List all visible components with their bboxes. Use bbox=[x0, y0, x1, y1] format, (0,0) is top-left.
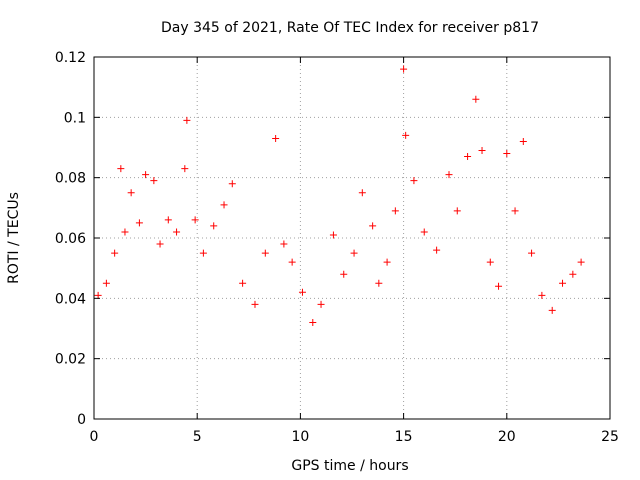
data-point bbox=[181, 165, 189, 173]
data-point bbox=[519, 137, 527, 145]
data-point bbox=[383, 258, 391, 266]
y-tick-label: 0.12 bbox=[55, 50, 86, 66]
y-tick-label: 0 bbox=[77, 412, 86, 428]
data-point bbox=[486, 258, 494, 266]
data-point bbox=[464, 153, 472, 161]
x-tick-label: 25 bbox=[601, 429, 619, 445]
data-point bbox=[329, 231, 337, 239]
data-point bbox=[173, 228, 181, 236]
data-point bbox=[111, 249, 119, 257]
data-point bbox=[420, 228, 428, 236]
y-tick-label: 0.06 bbox=[55, 231, 86, 247]
data-point bbox=[402, 131, 410, 139]
data-point bbox=[391, 207, 399, 215]
data-points bbox=[94, 65, 585, 326]
data-point bbox=[433, 246, 441, 254]
data-point bbox=[410, 177, 418, 185]
y-tick-label: 0.1 bbox=[64, 110, 86, 126]
data-point bbox=[340, 270, 348, 278]
data-point bbox=[350, 249, 358, 257]
data-point bbox=[577, 258, 585, 266]
data-point bbox=[280, 240, 288, 248]
plot-frame bbox=[93, 56, 611, 420]
data-point bbox=[199, 249, 207, 257]
data-point bbox=[495, 282, 503, 290]
data-point bbox=[569, 270, 577, 278]
data-point bbox=[156, 240, 164, 248]
axis-ticks: 0 5 10 15 20 25 0 0.02 0.04 0.06 0.08 0.1 0.12 bbox=[55, 50, 619, 445]
data-point bbox=[358, 189, 366, 197]
data-point bbox=[191, 216, 199, 224]
data-point bbox=[183, 116, 191, 124]
data-point bbox=[445, 171, 453, 179]
data-point bbox=[503, 150, 511, 158]
y-tick-label: 0.08 bbox=[55, 171, 86, 187]
data-point bbox=[117, 165, 125, 173]
data-point bbox=[375, 279, 383, 287]
data-point bbox=[251, 300, 259, 308]
data-point bbox=[220, 201, 228, 209]
data-point bbox=[121, 228, 129, 236]
data-point bbox=[453, 207, 461, 215]
y-axis-label: ROTI / TECUs bbox=[6, 192, 22, 284]
data-point bbox=[511, 207, 519, 215]
data-point bbox=[472, 95, 480, 103]
x-tick-label: 15 bbox=[395, 429, 413, 445]
data-point bbox=[127, 189, 135, 197]
y-tick-label: 0.02 bbox=[55, 352, 86, 368]
data-point bbox=[559, 279, 567, 287]
data-point bbox=[298, 288, 306, 296]
x-tick-label: 20 bbox=[498, 429, 516, 445]
data-point bbox=[400, 65, 408, 73]
data-point bbox=[528, 249, 536, 257]
x-tick-label: 0 bbox=[90, 429, 99, 445]
data-point bbox=[239, 279, 247, 287]
data-point bbox=[317, 300, 325, 308]
data-point bbox=[272, 134, 280, 142]
chart-title: Day 345 of 2021, Rate Of TEC Index for r… bbox=[161, 20, 539, 36]
data-point bbox=[261, 249, 269, 257]
x-axis-label: GPS time / hours bbox=[291, 458, 408, 474]
data-point bbox=[538, 291, 546, 299]
data-point bbox=[142, 171, 150, 179]
data-point bbox=[135, 219, 143, 227]
data-point bbox=[228, 180, 236, 188]
data-point bbox=[150, 177, 158, 185]
data-point bbox=[102, 279, 110, 287]
data-point bbox=[309, 318, 317, 326]
data-point bbox=[164, 216, 172, 224]
y-tick-label: 0.04 bbox=[55, 291, 86, 307]
data-point bbox=[548, 306, 556, 314]
x-tick-label: 5 bbox=[193, 429, 202, 445]
data-point bbox=[478, 147, 486, 155]
data-point bbox=[94, 291, 102, 299]
data-point bbox=[288, 258, 296, 266]
data-point bbox=[210, 222, 218, 230]
x-tick-label: 10 bbox=[291, 429, 309, 445]
data-point bbox=[369, 222, 377, 230]
grid-lines bbox=[94, 57, 610, 419]
